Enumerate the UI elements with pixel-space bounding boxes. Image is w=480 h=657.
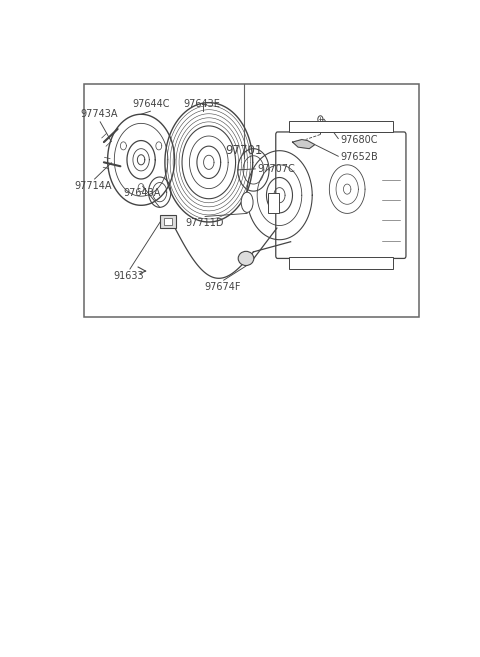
Text: 97643E: 97643E [183, 99, 220, 109]
Ellipse shape [241, 192, 253, 212]
Bar [160, 215, 176, 227]
Text: 97711D: 97711D [185, 219, 224, 229]
Text: 97652B: 97652B [341, 152, 379, 162]
Bar [84, 84, 419, 317]
Text: 97674F: 97674F [204, 283, 241, 292]
Ellipse shape [238, 252, 254, 265]
Bar [289, 121, 393, 132]
Text: 97743A: 97743A [80, 109, 118, 120]
Bar [289, 258, 393, 269]
Text: 97644C: 97644C [132, 99, 170, 109]
FancyBboxPatch shape [276, 132, 406, 258]
Text: 97680C: 97680C [341, 135, 378, 145]
Bar [268, 193, 279, 214]
Bar [164, 218, 172, 225]
Text: 97714A: 97714A [75, 181, 112, 191]
Text: 97707C: 97707C [257, 164, 295, 174]
Text: 97643A: 97643A [123, 188, 160, 198]
Polygon shape [292, 139, 315, 148]
Text: 91633: 91633 [113, 271, 144, 281]
Text: 97701: 97701 [226, 145, 263, 157]
